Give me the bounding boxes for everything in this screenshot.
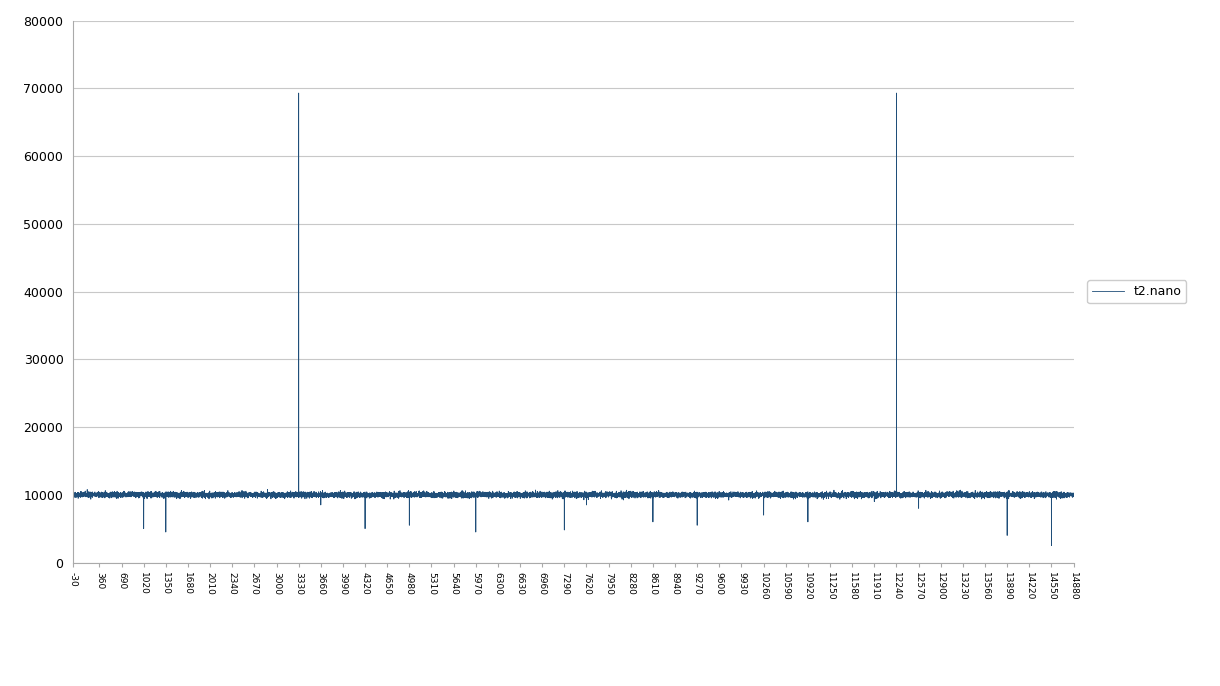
t2.nano (1013, 490, 1027, 498)
t2.nano (410, 490, 425, 499)
t2.nano (769, 492, 783, 500)
t2.nano (66, 490, 81, 498)
t2.nano (1044, 541, 1059, 549)
t2.nano (611, 490, 626, 498)
t2.nano (442, 490, 456, 498)
Legend: t2.nano: t2.nano (1087, 280, 1187, 303)
t2.nano (817, 491, 832, 499)
t2.nano (1066, 491, 1081, 499)
Line: t2.nano: t2.nano (73, 93, 1074, 545)
t2.nano (292, 89, 306, 97)
